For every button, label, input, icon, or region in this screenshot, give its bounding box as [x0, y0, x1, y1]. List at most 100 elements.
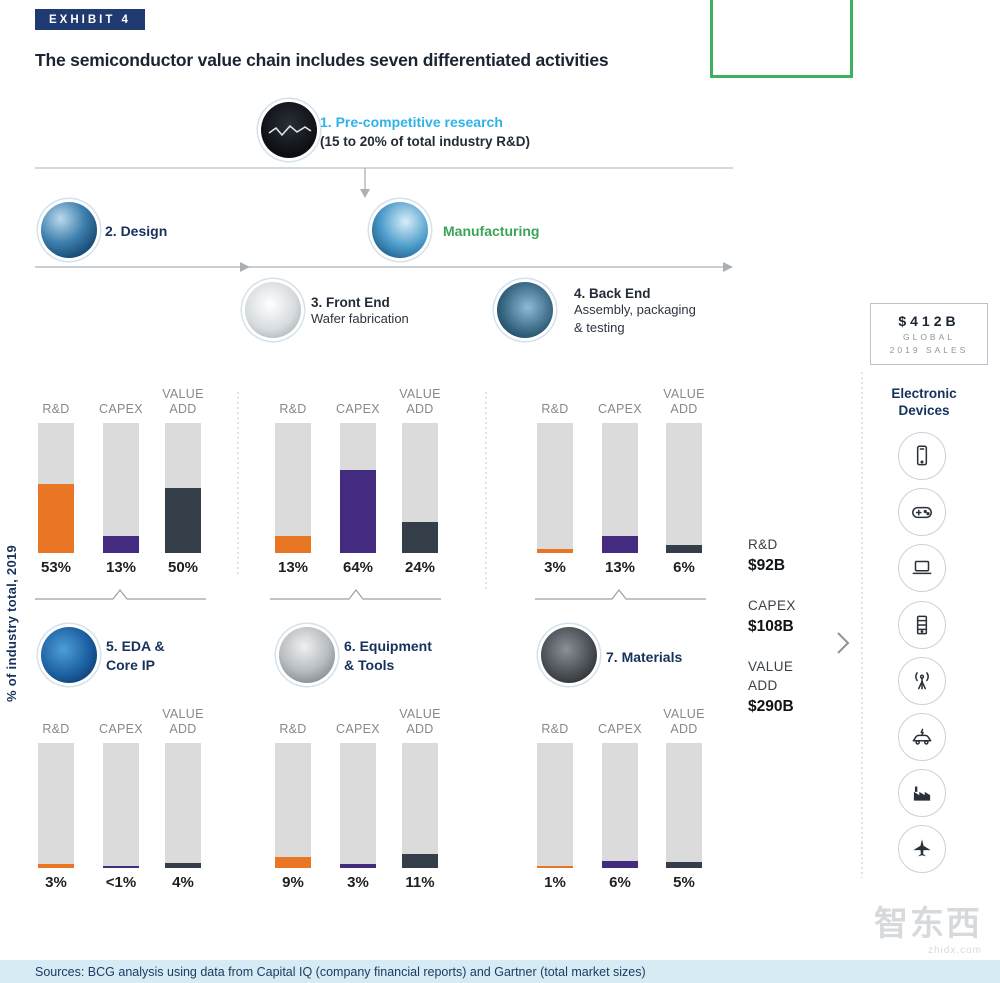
bar-fill — [666, 861, 702, 868]
bar-value-label: 6% — [609, 874, 631, 891]
step4-labels: 4. Back End Assembly, packaging & testin… — [574, 286, 696, 336]
column-header: R&D — [42, 721, 70, 736]
column-header: R&D — [279, 721, 307, 736]
bar-value-label: <1% — [105, 874, 137, 891]
step3-title: 3. Front End — [311, 295, 390, 310]
column-header: R&D — [42, 401, 70, 416]
step6-title-line2: & Tools — [344, 656, 395, 673]
bar-fill — [402, 521, 438, 553]
totals-rnd-label: R&D — [748, 537, 778, 552]
step5-title-line1: 5. EDA & — [106, 638, 165, 654]
bar-fill — [103, 536, 139, 553]
bar-column-materials-capex: CAPEX 6% — [592, 700, 648, 891]
chevron-right-icon — [837, 632, 850, 654]
device-smartphone — [898, 432, 946, 480]
bar-column-equipment-rnd: R&D 9% — [265, 700, 321, 891]
bar-column-equipment-capex: CAPEX 3% — [330, 700, 386, 891]
arrow-down-icon — [360, 189, 370, 198]
bar-track — [275, 423, 311, 553]
bar-value-label: 3% — [347, 874, 369, 891]
bar-value-label: 13% — [604, 559, 636, 576]
totals-valueadd-value: $290B — [748, 697, 794, 715]
caret-separator-frontend — [270, 589, 441, 600]
step4-subtitle-2: & testing — [574, 319, 625, 335]
bar-value-label: 13% — [277, 559, 309, 576]
bar-track — [666, 423, 702, 553]
bar-value-label: 50% — [167, 559, 199, 576]
watermark-site: zhidx.com — [927, 945, 982, 956]
bar-column-frontend-rnd: R&D 13% — [265, 380, 321, 576]
bar-track — [537, 423, 573, 553]
device-game-controller — [898, 488, 946, 536]
column-header: CAPEX — [336, 401, 380, 416]
column-header: R&D — [279, 401, 307, 416]
game-controller-icon — [912, 506, 932, 519]
column-header: VALUE ADD — [663, 387, 705, 416]
bar-fill — [38, 484, 74, 553]
column-header: VALUE ADD — [399, 707, 441, 736]
bar-value-label: 11% — [405, 874, 435, 891]
bar-fill — [666, 545, 702, 553]
step4-title: 4. Back End — [574, 286, 651, 301]
materials-photo — [541, 627, 597, 683]
exhibit-tag: EXHIBIT 4 — [35, 9, 145, 30]
step5-labels: 5. EDA & Core IP — [106, 637, 165, 675]
column-header: VALUE ADD — [399, 387, 441, 416]
bar-track — [537, 743, 573, 868]
column-header: CAPEX — [598, 721, 642, 736]
laptop-icon — [912, 560, 932, 575]
column-header: CAPEX — [99, 721, 143, 736]
bar-fill — [275, 536, 311, 553]
source-text: Sources: BCG analysis using data from Ca… — [35, 964, 646, 979]
page-title: The semiconductor value chain includes s… — [35, 50, 609, 70]
green-highlight-box — [710, 0, 853, 78]
step5-title-line2: Core IP — [106, 656, 156, 673]
arrow-right-mid-icon — [240, 262, 250, 272]
global-sales-sub2: 2019 SALES — [889, 345, 969, 355]
device-fighter-jet — [898, 825, 946, 873]
bar-column-eda-capex: CAPEX <1% — [93, 700, 149, 891]
bar-fill — [275, 856, 311, 868]
column-header: VALUE ADD — [162, 707, 204, 736]
bar-column-backend-capex: CAPEX 13% — [592, 380, 648, 576]
column-header: CAPEX — [598, 401, 642, 416]
device-broadcast-antenna — [898, 657, 946, 705]
bar-value-label: 24% — [404, 559, 436, 576]
bar-track — [602, 743, 638, 868]
industry-totals: R&D $92B CAPEX $108B VALUE ADD $290B — [748, 536, 832, 738]
bar-track — [103, 423, 139, 553]
watermark-logo: 智东西 — [874, 905, 982, 943]
bar-value-label: 64% — [342, 559, 374, 576]
source-bar: Sources: BCG analysis using data from Ca… — [0, 960, 1000, 983]
global-sales-sub1: GLOBAL — [902, 332, 956, 342]
step3-labels: 3. Front End Wafer fabrication — [311, 295, 409, 328]
equipment-photo — [279, 627, 335, 683]
bar-fill — [340, 864, 376, 868]
bar-track — [275, 743, 311, 868]
watermark: 智东西 zhidx.com — [852, 896, 982, 956]
bar-column-backend-rnd: R&D 3% — [527, 380, 583, 576]
arrow-right-end-icon — [723, 262, 733, 272]
column-header: CAPEX — [99, 401, 143, 416]
bar-fill — [103, 866, 139, 868]
bar-track — [602, 423, 638, 553]
electric-car-icon — [912, 728, 932, 745]
research-photo — [261, 102, 317, 158]
bar-track — [402, 743, 438, 868]
broadcast-antenna-icon — [915, 672, 929, 690]
column-header: VALUE ADD — [663, 707, 705, 736]
bar-fill — [38, 864, 74, 868]
bar-fill — [165, 488, 201, 553]
device-laptop — [898, 544, 946, 592]
bar-track — [103, 743, 139, 868]
bar-track — [340, 743, 376, 868]
smartphone-icon — [916, 445, 928, 466]
bar-value-label: 3% — [544, 559, 566, 576]
bar-track — [666, 743, 702, 868]
bar-track — [38, 743, 74, 868]
bar-column-materials-valueadd: VALUE ADD 5% — [656, 700, 712, 891]
device-electric-car — [898, 713, 946, 761]
totals-capex-label: CAPEX — [748, 597, 796, 613]
backend-photo — [497, 282, 553, 338]
bar-value-label: 3% — [45, 874, 67, 891]
